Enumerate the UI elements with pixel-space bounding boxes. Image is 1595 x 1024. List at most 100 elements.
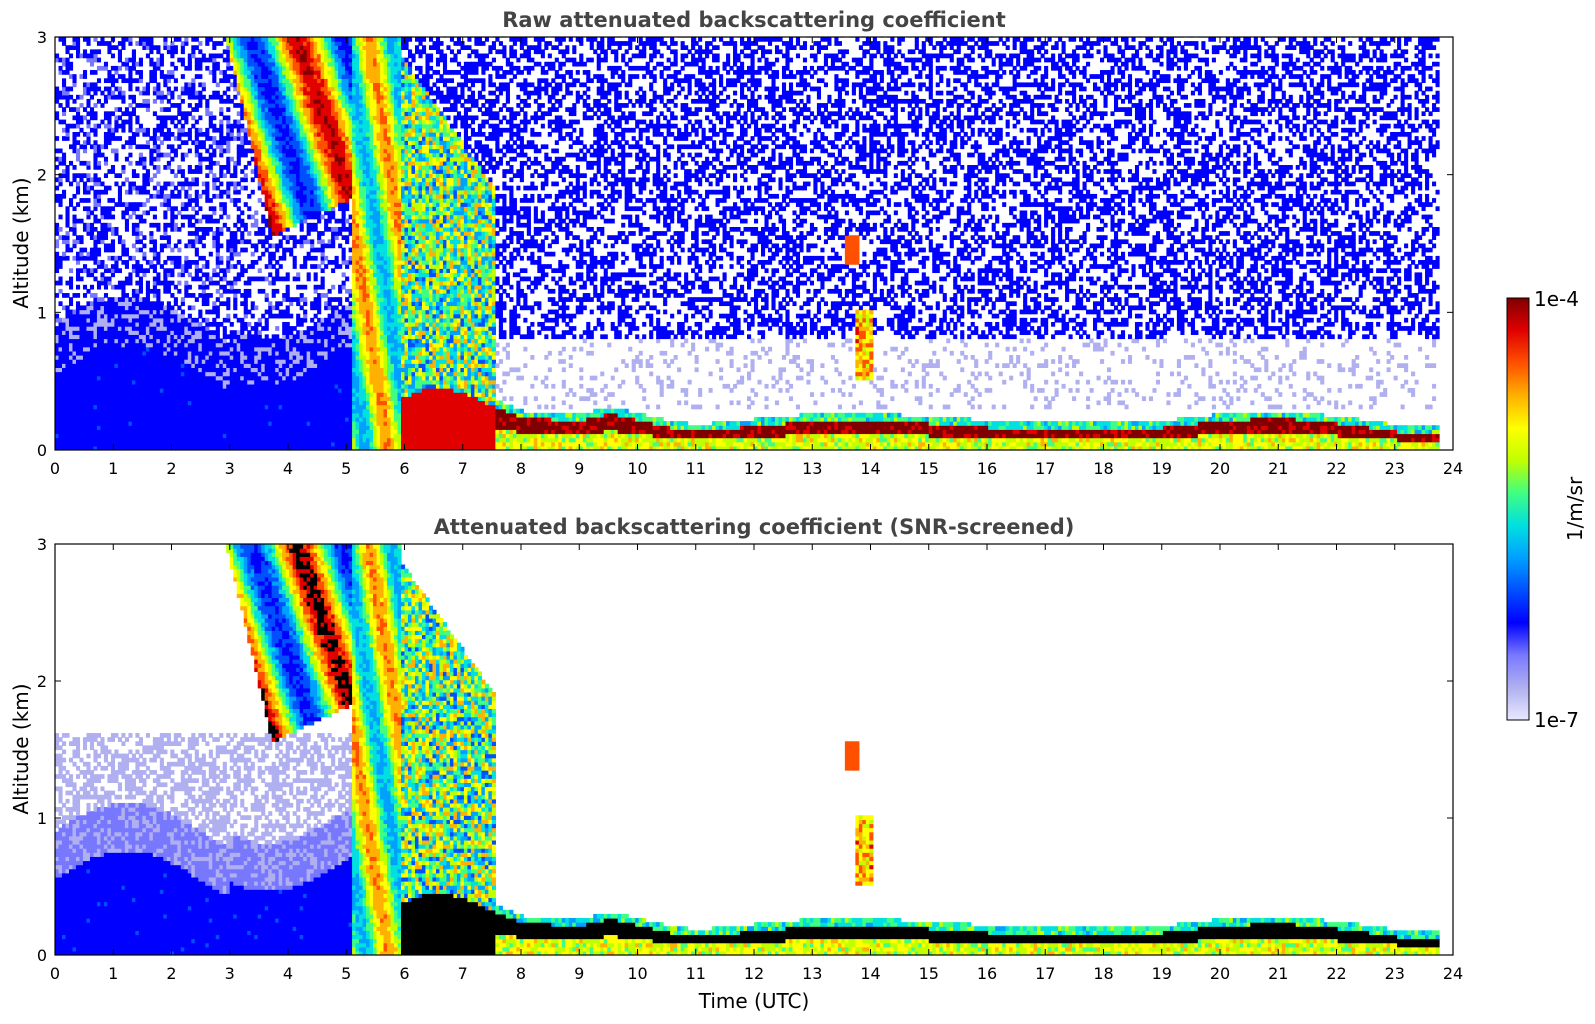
- heatmap-cell: [205, 272, 210, 278]
- heatmap-cell: [198, 326, 203, 331]
- heatmap-cell: [285, 57, 290, 63]
- heatmap-cell: [180, 375, 185, 381]
- heatmap-cell: [289, 313, 294, 319]
- heatmap-cell: [250, 78, 255, 84]
- heatmap-cell: [243, 334, 248, 340]
- heatmap-cell: [261, 45, 266, 50]
- heatmap-cell: [187, 355, 192, 360]
- heatmap-cell: [149, 342, 154, 348]
- heatmap-cell: [292, 148, 297, 154]
- heatmap-cell: [75, 156, 81, 162]
- heatmap-cell: [226, 65, 231, 71]
- heatmap-cell: [142, 98, 147, 104]
- heatmap-cell: [299, 379, 304, 385]
- heatmap-cell: [131, 326, 136, 331]
- heatmap-cell: [278, 342, 283, 348]
- heatmap-cell: [233, 189, 238, 195]
- heatmap-cell: [93, 181, 98, 187]
- heatmap-cell: [170, 214, 175, 220]
- heatmap-cell: [296, 346, 301, 352]
- heatmap-cell: [303, 98, 308, 104]
- heatmap-cell: [222, 359, 227, 364]
- heatmap-cell: [222, 375, 227, 381]
- heatmap-cell: [191, 107, 196, 112]
- heatmap-cell: [170, 226, 175, 232]
- heatmap-cell: [226, 243, 231, 249]
- heatmap-cell: [191, 231, 196, 236]
- heatmap-cell: [103, 98, 109, 104]
- heatmap-cell: [72, 441, 77, 447]
- heatmap-cell: [268, 107, 273, 112]
- heatmap-cell: [58, 400, 63, 406]
- heatmap-cell: [121, 330, 126, 335]
- heatmap-cell: [96, 342, 102, 348]
- heatmap-cell: [82, 268, 88, 274]
- heatmap-cell: [191, 169, 196, 174]
- heatmap-cell: [117, 198, 123, 203]
- heatmap-cell: [117, 255, 123, 261]
- heatmap-cell: [215, 53, 220, 59]
- heatmap-cell: [55, 268, 60, 274]
- heatmap-cell: [163, 165, 168, 170]
- heatmap-cell: [100, 222, 105, 228]
- heatmap-cell: [226, 383, 231, 389]
- heatmap-cell: [166, 198, 171, 203]
- heatmap-cell: [128, 103, 133, 108]
- heatmap-cell: [124, 57, 129, 63]
- heatmap-cell: [142, 321, 147, 327]
- heatmap-cell: [180, 346, 185, 352]
- heatmap-cell: [254, 276, 259, 282]
- heatmap-cell: [247, 119, 252, 125]
- heatmap-cell: [156, 309, 161, 315]
- heatmap-cell: [72, 37, 77, 42]
- heatmap-cell: [299, 57, 304, 63]
- heatmap-cell: [296, 297, 301, 302]
- heatmap-cell: [191, 49, 196, 55]
- heatmap-cell: [303, 127, 308, 133]
- heatmap-cell: [271, 206, 276, 212]
- heatmap-cell: [61, 189, 67, 195]
- heatmap-cell: [58, 326, 63, 331]
- heatmap-cell: [296, 37, 301, 42]
- heatmap-cell: [229, 49, 234, 55]
- heatmap-cell: [282, 338, 287, 344]
- heatmap-cell: [236, 78, 241, 84]
- heatmap-cell: [194, 198, 199, 203]
- heatmap-cell: [145, 169, 150, 174]
- heatmap-cell: [58, 235, 63, 240]
- heatmap-cell: [208, 367, 213, 373]
- heatmap-cell: [264, 433, 269, 439]
- heatmap-cell: [61, 94, 67, 100]
- heatmap-cell: [86, 425, 91, 430]
- heatmap-cell: [233, 383, 238, 389]
- heatmap-cell: [121, 416, 126, 422]
- heatmap-cell: [299, 346, 304, 352]
- heatmap-cell: [299, 392, 304, 397]
- heatmap-cell: [149, 437, 154, 443]
- heatmap-cell: [236, 198, 241, 203]
- heatmap-cell: [243, 45, 248, 50]
- heatmap-cell: [191, 37, 196, 42]
- heatmap-cell: [135, 388, 140, 393]
- heatmap-cell: [261, 441, 266, 447]
- heatmap-cell: [282, 429, 287, 435]
- heatmap-cell: [128, 359, 133, 364]
- heatmap-cell: [243, 412, 248, 418]
- heatmap-cell: [201, 441, 206, 447]
- heatmap-cell: [65, 400, 70, 406]
- heatmap-cell: [285, 338, 290, 344]
- heatmap-cell: [149, 383, 154, 389]
- heatmap-cell: [135, 412, 140, 418]
- heatmap-cell: [135, 425, 140, 430]
- heatmap-cell: [254, 441, 259, 447]
- heatmap-cell: [212, 160, 217, 166]
- heatmap-cell: [149, 408, 154, 414]
- heatmap-cell: [110, 231, 116, 236]
- heatmap-cell: [184, 334, 189, 340]
- heatmap-cell: [131, 425, 136, 430]
- heatmap-cell: [201, 255, 206, 261]
- heatmap-cell: [173, 243, 178, 249]
- heatmap-cell: [61, 383, 67, 389]
- heatmap-cell: [65, 359, 70, 364]
- heatmap-cell: [89, 247, 95, 253]
